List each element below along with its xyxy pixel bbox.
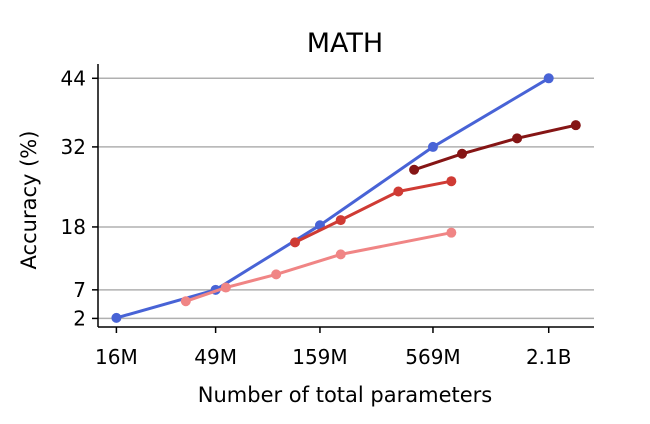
series-2-point-2 [393, 186, 404, 197]
series [111, 73, 581, 323]
y-ticks: 2 7 18 32 44 [61, 66, 98, 330]
y-tick-label-2: 18 [61, 215, 86, 239]
y-tick-label-1: 7 [73, 278, 86, 302]
axes [97, 64, 594, 328]
series-3 [409, 120, 581, 175]
y-tick-label-3: 32 [61, 135, 86, 159]
series-1-point-2 [271, 269, 282, 280]
series-0-point-3 [427, 141, 438, 152]
series-2-point-0 [290, 237, 301, 248]
x-tick-label-2: 159M [292, 345, 347, 369]
series-1-point-0 [180, 296, 191, 307]
series-line-0 [114, 76, 551, 320]
series-line-3 [412, 123, 578, 172]
series-line-2 [293, 179, 453, 244]
y-axis-label: Accuracy (%) [17, 131, 41, 270]
series-3-point-1 [457, 148, 468, 159]
chart-title: MATH [307, 28, 383, 59]
series-0 [111, 73, 554, 323]
x-tick-label-1: 49M [194, 345, 237, 369]
series-1-point-3 [335, 249, 346, 260]
series-0-point-4 [543, 73, 554, 84]
series-2-point-1 [335, 215, 346, 226]
series-2 [290, 176, 457, 248]
y-tick-label-4: 44 [61, 66, 86, 90]
series-1-point-4 [446, 227, 457, 238]
series-3-point-0 [409, 164, 420, 175]
y-tick-label-0: 2 [73, 306, 86, 330]
x-tick-label-3: 569M [405, 345, 460, 369]
series-0-point-0 [111, 312, 122, 323]
series-1-point-1 [220, 282, 231, 293]
series-3-point-3 [570, 120, 581, 131]
x-ticks: 16M 49M 159M 569M 2.1B [95, 327, 571, 369]
grid-lines [98, 77, 594, 320]
x-axis-label: Number of total parameters [198, 383, 492, 407]
series-2-point-3 [446, 176, 457, 187]
x-tick-label-4: 2.1B [526, 345, 572, 369]
series-1 [180, 227, 457, 307]
series-3-point-2 [512, 133, 523, 144]
x-tick-label-0: 16M [95, 345, 138, 369]
